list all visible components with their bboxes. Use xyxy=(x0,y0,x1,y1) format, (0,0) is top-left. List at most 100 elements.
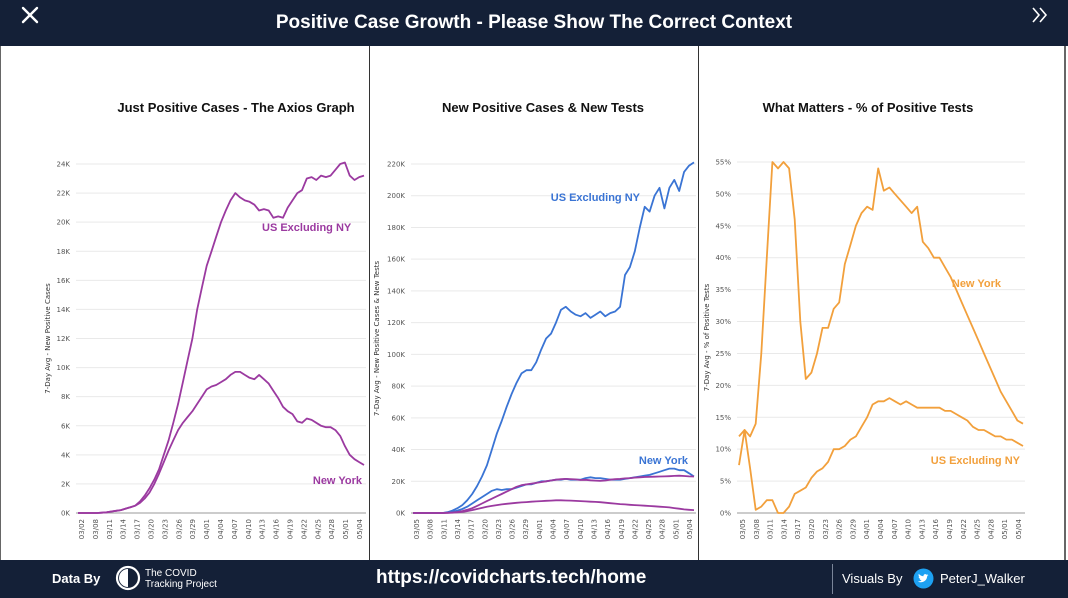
y-tick-label: 15% xyxy=(715,414,731,422)
x-tick-label: 04/10 xyxy=(905,519,913,539)
x-tick-label: 04/04 xyxy=(217,518,225,539)
close-button[interactable] xyxy=(8,0,52,30)
y-tick-label: 50% xyxy=(715,190,731,198)
x-tick-label: 03/14 xyxy=(454,518,462,539)
x-tick-label: 05/04 xyxy=(356,518,364,539)
y-tick-label: 5% xyxy=(720,478,731,486)
x-tick-label: 04/16 xyxy=(932,518,940,539)
chart-percent-positive: What Matters - % of Positive Tests 0% 5% 10… xyxy=(703,100,1025,539)
x-tick-label: 03/17 xyxy=(468,519,476,539)
footer-separator xyxy=(832,564,833,594)
author-handle[interactable]: PeterJ_Walker xyxy=(940,571,1025,586)
x-tick-label: 04/01 xyxy=(536,519,544,539)
x-tick-label: 04/10 xyxy=(577,519,585,539)
y-tick-label: 22K xyxy=(57,190,71,198)
footer-bar: Data By The COVID Tracking Project https… xyxy=(0,560,1068,598)
y-tick-label: 200K xyxy=(387,192,405,200)
x-tick-label: 03/11 xyxy=(440,519,448,539)
y-tick-label: 2K xyxy=(61,480,70,488)
x-tick-label: 04/22 xyxy=(300,519,308,539)
x-tick-label: 05/01 xyxy=(1001,519,1009,539)
y-tick-label: 8K xyxy=(61,393,70,401)
series-line-new-york xyxy=(78,370,365,514)
x-tick-label: 03/17 xyxy=(134,519,142,539)
series-line-new-york-positive xyxy=(413,499,695,514)
x-tick-label: 05/04 xyxy=(686,518,694,539)
expand-button[interactable] xyxy=(1018,0,1062,30)
close-x-icon xyxy=(21,6,39,24)
y-tick-label: 20K xyxy=(392,478,406,486)
x-tick-label: 03/08 xyxy=(427,519,435,539)
x-tick-label: 05/04 xyxy=(1015,518,1023,539)
y-tick-label: 20% xyxy=(715,382,731,390)
chart-cases-tests: New Positive Cases & New Tests 0K 20K 40K 60… xyxy=(373,100,696,539)
series-annotation: New York xyxy=(952,278,1002,290)
x-tick-label: 03/05 xyxy=(739,519,747,539)
panel-divider xyxy=(698,46,699,560)
y-tick-label: 30% xyxy=(715,318,731,326)
site-link[interactable]: https://covidcharts.tech/home xyxy=(376,567,647,588)
x-tick-label: 03/23 xyxy=(161,519,169,539)
x-tick-label: 04/16 xyxy=(604,518,612,539)
y-tick-label: 14K xyxy=(57,306,71,314)
y-tick-label: 12K xyxy=(57,335,71,343)
x-tick-label: 03/26 xyxy=(509,518,517,539)
x-tick-label: 03/20 xyxy=(481,519,489,539)
page-title: Positive Case Growth - Please Show The C… xyxy=(275,12,793,33)
y-tick-label: 100K xyxy=(387,351,405,359)
y-tick-label: 4K xyxy=(61,451,70,459)
x-tick-label: 03/14 xyxy=(120,518,128,539)
y-tick-label: 40% xyxy=(715,254,731,262)
x-tick-label: 03/02 xyxy=(78,519,86,539)
y-tick-label: 25% xyxy=(715,350,731,358)
x-tick-label: 03/26 xyxy=(836,518,844,539)
y-tick-label: 0% xyxy=(720,510,731,518)
x-tick-label: 04/28 xyxy=(328,519,336,539)
chart-axios: Just Positive Cases - The Axios Graph 0K 2… xyxy=(44,100,366,539)
y-tick-label: 80K xyxy=(392,383,406,391)
y-tick-label: 55% xyxy=(715,159,731,167)
x-tick-label: 04/28 xyxy=(659,519,667,539)
twitter-bird-icon[interactable] xyxy=(913,568,934,589)
x-tick-label: 04/13 xyxy=(590,519,598,539)
x-tick-label: 03/29 xyxy=(522,519,530,539)
data-source-line2: Tracking Project xyxy=(145,579,217,590)
series-line-new-york xyxy=(738,161,1024,438)
x-tick-label: 03/20 xyxy=(808,519,816,539)
x-tick-label: 04/22 xyxy=(631,519,639,539)
x-tick-label: 03/23 xyxy=(822,519,830,539)
data-source[interactable]: The COVID Tracking Project xyxy=(145,568,245,590)
header-bar: Positive Case Growth - Please Show The C… xyxy=(0,0,1068,46)
data-by-label: Data By xyxy=(52,571,101,586)
y-tick-label: 160K xyxy=(387,256,405,264)
y-tick-label: 180K xyxy=(387,224,405,232)
y-tick-label: 60K xyxy=(392,414,406,422)
x-tick-label: 03/29 xyxy=(849,519,857,539)
x-tick-label: 05/01 xyxy=(342,519,350,539)
covid-tracking-logo-icon xyxy=(115,565,141,591)
x-tick-label: 04/22 xyxy=(960,519,968,539)
x-tick-label: 04/13 xyxy=(918,519,926,539)
series-line-us-excluding-ny xyxy=(413,161,695,514)
y-tick-label: 10% xyxy=(715,446,731,454)
series-line-us-excluding-ny xyxy=(78,161,365,514)
chart-title: What Matters - % of Positive Tests xyxy=(763,100,974,115)
series-annotation: US Excluding NY xyxy=(262,222,352,234)
x-tick-label: 03/08 xyxy=(92,519,100,539)
charts-frame xyxy=(0,46,1066,560)
x-tick-label: 04/10 xyxy=(245,519,253,539)
y-tick-label: 35% xyxy=(715,286,731,294)
x-tick-label: 04/04 xyxy=(877,518,885,539)
x-tick-label: 03/20 xyxy=(148,519,156,539)
y-tick-label: 0K xyxy=(396,510,405,518)
y-tick-label: 140K xyxy=(387,287,405,295)
y-tick-label: 45% xyxy=(715,222,731,230)
y-tick-label: 24K xyxy=(57,161,71,169)
x-tick-label: 04/25 xyxy=(314,519,322,539)
y-axis-label: 7-Day Avg - % of Positive Tests xyxy=(703,283,711,391)
x-tick-label: 03/05 xyxy=(413,519,421,539)
panel-divider xyxy=(369,46,370,560)
series-annotation: New York xyxy=(639,455,689,467)
data-source-line1: The COVID xyxy=(145,568,197,579)
